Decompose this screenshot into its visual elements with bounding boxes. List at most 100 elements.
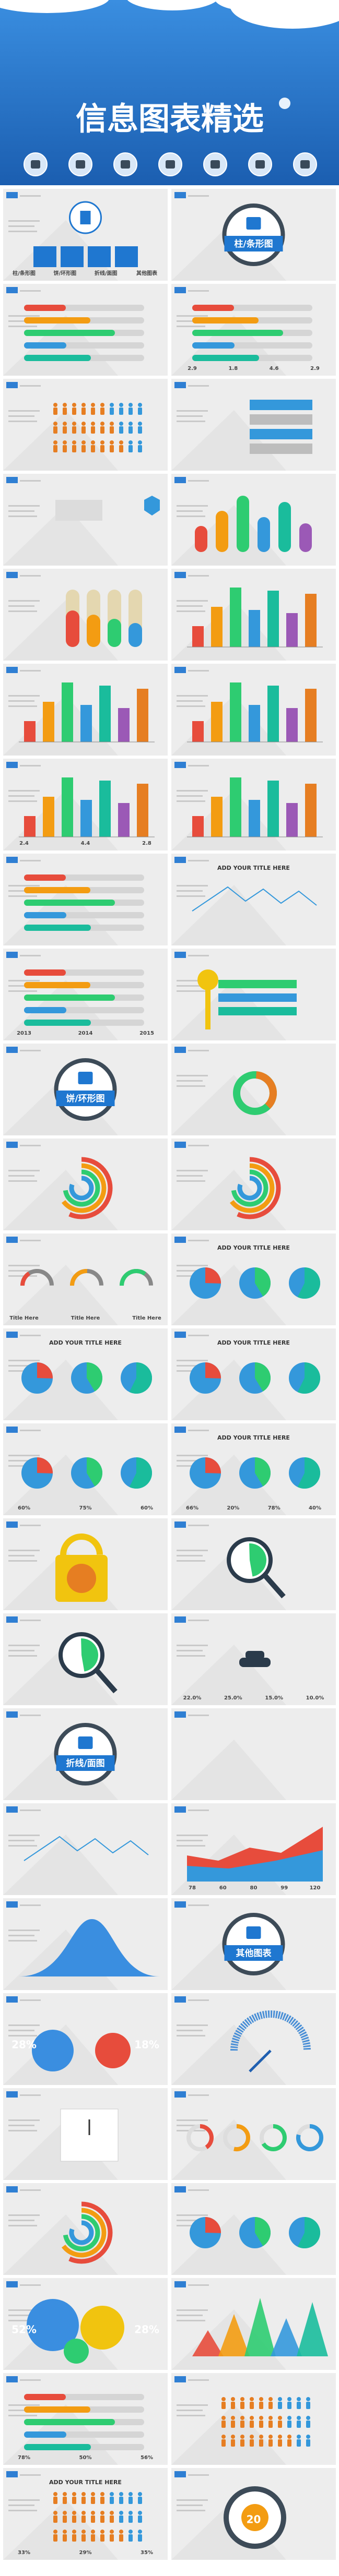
slide: 2.4 4.4 2.8 (3, 759, 168, 850)
slide-label: 其他图表 (136, 270, 158, 277)
person-head (81, 440, 86, 445)
toc-box (88, 246, 111, 267)
text-placeholder (177, 2035, 205, 2036)
slide (171, 2088, 336, 2180)
slide-tab (174, 762, 186, 768)
person-head (128, 2492, 133, 2496)
slide-tab (174, 1521, 186, 1528)
text-placeholder (8, 790, 40, 792)
column (211, 702, 223, 742)
slide-tab (174, 1142, 186, 1148)
text-placeholder (8, 695, 40, 697)
slide-tab (6, 1616, 18, 1623)
person-body (221, 2439, 226, 2447)
text-placeholder (177, 790, 208, 792)
bar (192, 330, 283, 336)
pie-slice (297, 1362, 320, 1394)
slide-tab (6, 1806, 18, 1813)
person-head (63, 2511, 67, 2515)
person-head (72, 403, 76, 407)
slide-tab (6, 667, 18, 673)
slide-tab (6, 1237, 18, 1243)
pie-slice (205, 1267, 221, 1284)
text-placeholder (177, 990, 205, 992)
text-placeholder (8, 895, 37, 897)
column (62, 777, 73, 837)
person-head (278, 2416, 282, 2420)
arc (231, 1169, 268, 1207)
tube-fill (66, 610, 79, 647)
person-body (110, 408, 114, 415)
text-placeholder (177, 1275, 205, 1277)
slide: ADD YOUR TITLE HERE (171, 1233, 336, 1325)
person-head (110, 2492, 114, 2496)
person-head (81, 2530, 86, 2534)
person-body (138, 2534, 142, 2542)
person-head (128, 403, 133, 407)
bar (24, 317, 90, 324)
slide-tab (6, 572, 18, 578)
person-body (53, 445, 57, 452)
text-placeholder (20, 2189, 41, 2191)
person-body (119, 2497, 123, 2504)
column (24, 721, 36, 742)
big-block (55, 500, 102, 521)
person-head (297, 2435, 301, 2439)
ring-part (200, 2124, 214, 2149)
text-placeholder (177, 1550, 208, 1551)
slide-label: 60% (141, 1505, 153, 1511)
slide: 折线/面图 (3, 1708, 168, 1800)
slide-tab (6, 1521, 18, 1528)
text-placeholder (8, 1465, 37, 1467)
pie-slice (255, 1362, 271, 1392)
person-body (138, 408, 142, 415)
person-body (53, 408, 57, 415)
arc (68, 1157, 113, 1219)
person-head (128, 2511, 133, 2515)
slide (171, 664, 336, 756)
person-head (138, 440, 142, 445)
text-placeholder (20, 1335, 41, 1336)
person-body (81, 2497, 86, 2504)
cylinder (299, 523, 312, 552)
slide: 78 60 80 99 120 (171, 1803, 336, 1895)
person-head (119, 403, 123, 407)
text-placeholder (177, 2510, 205, 2511)
slide (3, 664, 168, 756)
bar (24, 342, 66, 349)
text-placeholder (177, 1460, 203, 1461)
text-placeholder (177, 2125, 203, 2126)
text-placeholder (177, 1180, 205, 1182)
slide: 60% 75% 60% (3, 1423, 168, 1515)
text-placeholder (8, 700, 34, 702)
person-body (128, 2515, 133, 2523)
text-placeholder (177, 890, 203, 892)
person-head (91, 2530, 95, 2534)
car-top (246, 1651, 264, 1659)
triangle (297, 2302, 328, 2356)
person-head (278, 2435, 282, 2439)
person-head (128, 422, 133, 426)
slide-label: 28% (11, 2039, 37, 2051)
slide-heading: ADD YOUR TITLE HERE (217, 865, 290, 871)
text-placeholder (20, 670, 41, 672)
arc (237, 1157, 281, 1219)
text-placeholder (8, 2499, 40, 2501)
person-head (231, 2397, 235, 2401)
text-placeholder (8, 2125, 34, 2126)
slide-label: 78% (268, 1505, 280, 1511)
text-placeholder (8, 2410, 34, 2411)
person-head (100, 422, 104, 426)
slide-label: 1.8 (228, 366, 238, 372)
person-head (221, 2416, 226, 2420)
person-body (231, 2439, 235, 2447)
person-head (63, 422, 67, 426)
text-placeholder (20, 1904, 41, 1906)
person-head (297, 2416, 301, 2420)
pie-slice (129, 1362, 152, 1394)
person-head (81, 403, 86, 407)
key-head (197, 969, 218, 990)
slide-tab (6, 287, 18, 293)
text-placeholder (20, 2474, 41, 2476)
slide-tab (174, 667, 186, 673)
